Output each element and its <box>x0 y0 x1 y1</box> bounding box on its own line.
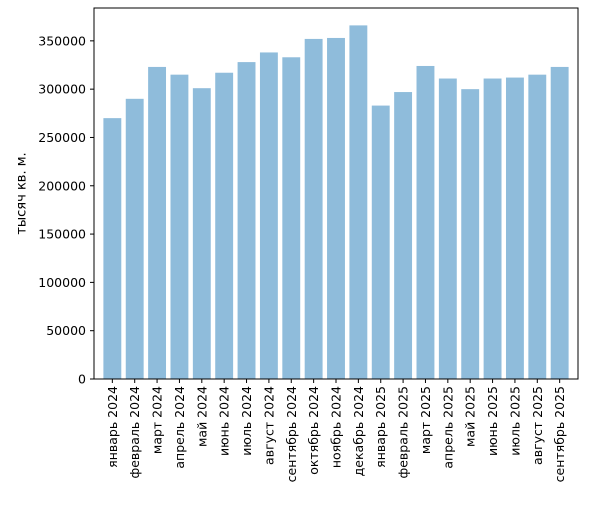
bar-14 <box>416 65 435 379</box>
bar-15 <box>438 78 457 379</box>
x-tick-label-13: февраль 2025 <box>396 386 411 478</box>
x-tick-label-15: апрель 2025 <box>440 386 455 469</box>
bar-9 <box>304 38 323 380</box>
y-tick-label-0: 0 <box>78 372 86 387</box>
bar-8 <box>282 57 301 379</box>
x-tick-label-6: июль 2024 <box>239 386 254 456</box>
x-tick-label-8: сентябрь 2024 <box>284 386 299 482</box>
x-tick-label-18: июль 2025 <box>507 386 522 456</box>
x-tick-label-9: октябрь 2024 <box>306 386 321 475</box>
y-tick-label-2: 100000 <box>38 275 86 290</box>
x-tick-label-3: апрель 2024 <box>172 386 187 469</box>
x-tick-label-14: март 2025 <box>418 386 433 454</box>
y-tick-label-3: 150000 <box>38 227 86 242</box>
y-tick-label-5: 250000 <box>38 130 86 145</box>
bar-1 <box>125 98 144 379</box>
ticks-layer: январь 2024 февраль 2024 март 2024 апрель 2… <box>38 33 567 482</box>
bar-17 <box>483 78 502 379</box>
bar-12 <box>371 105 390 380</box>
bar-7 <box>259 52 278 379</box>
y-tick-label-4: 200000 <box>38 178 86 193</box>
x-tick-label-16: май 2025 <box>463 386 478 447</box>
bar-18 <box>505 77 524 379</box>
x-tick-label-20: сентябрь 2025 <box>552 386 567 482</box>
bar-3 <box>170 74 189 379</box>
y-tick-label-1: 50000 <box>46 323 86 338</box>
bar-13 <box>394 92 413 379</box>
bar-0 <box>103 118 122 379</box>
bar-19 <box>528 74 547 379</box>
x-tick-label-1: февраль 2024 <box>127 386 142 479</box>
x-tick-label-7: август 2024 <box>261 386 276 465</box>
bars-layer <box>103 25 569 380</box>
plot-frame <box>93 7 579 380</box>
x-tick-label-19: август 2025 <box>530 386 545 465</box>
y-axis-label: тысяч кв. м. <box>15 152 30 234</box>
bar-4 <box>192 88 211 380</box>
y-tick-label-6: 300000 <box>38 82 86 97</box>
y-tick-label-7: 350000 <box>38 33 86 48</box>
x-tick-label-5: июнь 2024 <box>217 386 232 456</box>
x-tick-label-12: январь 2025 <box>373 386 388 468</box>
x-tick-label-0: январь 2024 <box>105 386 120 468</box>
bar-10 <box>327 37 345 379</box>
bar-11 <box>349 25 368 379</box>
bar-2 <box>148 66 167 379</box>
x-tick-label-4: май 2024 <box>194 386 209 447</box>
bar-20 <box>550 66 569 379</box>
x-tick-label-2: март 2024 <box>150 386 165 454</box>
x-tick-label-10: ноябрь 2024 <box>329 386 344 468</box>
bar-16 <box>461 89 480 379</box>
bar-6 <box>237 62 256 380</box>
x-tick-label-17: июнь 2025 <box>485 386 500 456</box>
x-tick-label-11: декабрь 2024 <box>351 386 366 476</box>
bar-5 <box>215 72 234 379</box>
